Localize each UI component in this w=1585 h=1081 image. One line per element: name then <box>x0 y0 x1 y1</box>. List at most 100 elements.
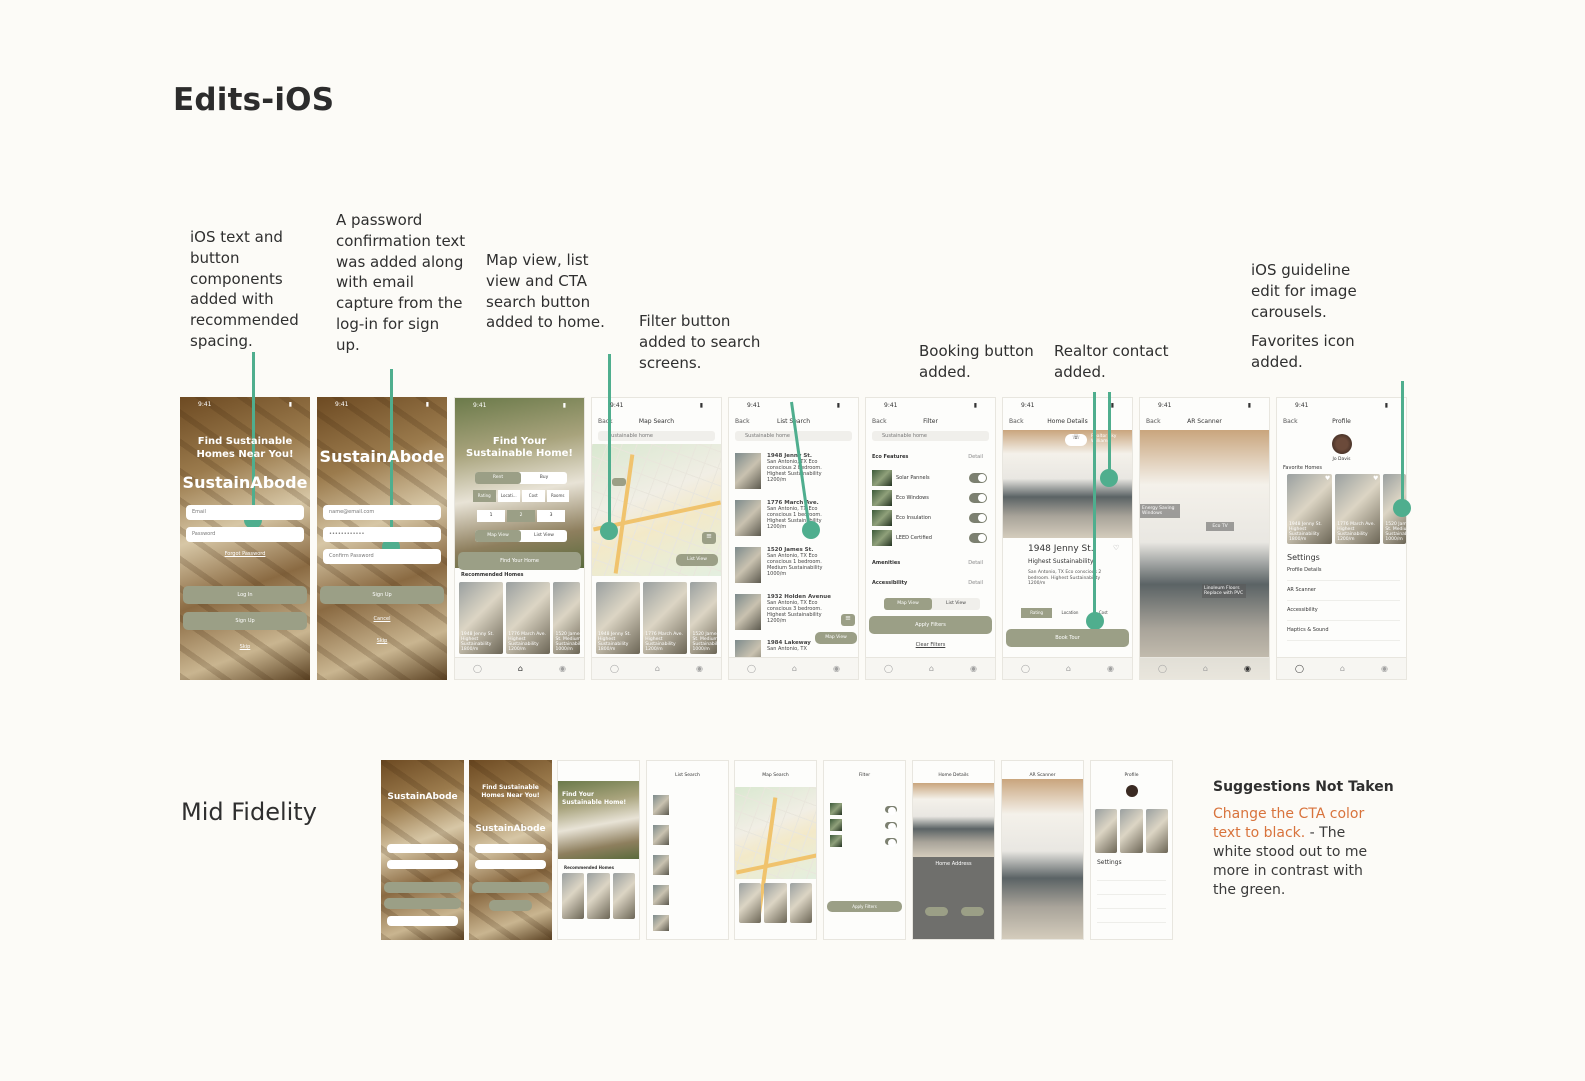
number-stepper[interactable]: 1 2 3 <box>477 510 565 522</box>
list-view-tab[interactable]: List View <box>534 533 554 538</box>
search-input[interactable]: Sustainable home <box>872 431 989 441</box>
profile-tab-icon[interactable]: ◯ <box>609 664 619 673</box>
favorite-card[interactable] <box>1120 809 1143 853</box>
detail-link[interactable]: Detail <box>968 560 983 566</box>
stepper-1[interactable]: 1 <box>477 510 505 522</box>
favorite-card[interactable]: 1776 March Ave. Highest Sustainability 1… <box>1335 474 1381 544</box>
home-tab-icon[interactable]: ⌂ <box>654 664 660 673</box>
forgot-password-link[interactable]: Forgot Password <box>224 551 266 557</box>
home-tab-icon[interactable]: ⌂ <box>517 664 523 673</box>
filter-icon[interactable]: ≡ <box>841 614 855 626</box>
mid-list-item[interactable] <box>653 793 722 817</box>
profile-tab-icon[interactable]: ◯ <box>1294 664 1304 673</box>
mid-password-field[interactable] <box>475 860 546 869</box>
mid-password-field[interactable] <box>387 860 458 869</box>
map-list-toggle[interactable]: Map View List View <box>884 598 980 610</box>
map-pin[interactable] <box>612 478 626 486</box>
find-home-button[interactable]: Find Your Home <box>458 552 581 570</box>
mid-toggle-row[interactable] <box>830 835 899 847</box>
toggle-switch[interactable] <box>969 513 987 523</box>
toggle-row[interactable]: Solar Pannels <box>872 470 989 486</box>
map-view-button[interactable]: Map View <box>815 632 857 644</box>
realtor-contact[interactable]: Realtor Sky Williams <box>1091 434 1117 444</box>
mid-setting-row[interactable] <box>1097 885 1166 895</box>
back-button[interactable]: Back <box>872 418 887 425</box>
mid-apply-filters-button[interactable]: Apply Filters <box>827 901 902 912</box>
list-item[interactable]: 1520 James St. San Antonio, TX Eco consci… <box>735 545 852 587</box>
mid-setting-row[interactable] <box>1097 871 1166 881</box>
list-view-button[interactable]: List View <box>676 554 718 566</box>
profile-tab-icon[interactable]: ◯ <box>746 664 756 673</box>
mid-google-signup-button[interactable] <box>384 898 461 909</box>
toggle-switch[interactable] <box>885 838 897 847</box>
ar-scanner-tab-icon[interactable]: ◉ <box>1380 664 1388 673</box>
home-tab-icon[interactable]: ⌂ <box>1339 664 1345 673</box>
favorite-card[interactable]: 1948 Jenny St. Highest Sustainability 18… <box>1287 474 1333 544</box>
ar-scanner-tab-icon[interactable]: ◉ <box>1243 664 1251 673</box>
setting-accessibility[interactable]: Accessibility <box>1287 607 1400 621</box>
recommended-carousel[interactable]: 1948 Jenny St. Highest Sustainability 18… <box>459 582 584 654</box>
ar-tag-floors[interactable]: Linoleum Floors Replace with PVC <box>1202 584 1246 598</box>
favorite-heart-icon[interactable]: ♥ <box>1373 475 1379 482</box>
filter-location[interactable]: Locati... <box>497 490 520 502</box>
ar-camera-view[interactable] <box>1140 430 1269 679</box>
password-field[interactable]: •••••••••••• <box>323 527 441 542</box>
setting-ar-scanner[interactable]: AR Scanner <box>1287 587 1400 601</box>
map-view-tab[interactable]: Map View <box>884 598 932 610</box>
skip-link[interactable]: Skip <box>239 644 251 650</box>
signup-button[interactable]: Sign Up <box>183 612 307 630</box>
confirm-password-field[interactable]: Confirm Password <box>323 549 441 564</box>
mid-home-photo[interactable] <box>913 783 994 857</box>
profile-tab-icon[interactable]: ◯ <box>472 664 482 673</box>
clear-filters-link[interactable]: Clear Filters <box>915 642 946 648</box>
filter-cost[interactable]: Cost <box>522 490 545 502</box>
tab-cost[interactable]: Cost <box>1098 610 1108 615</box>
favorite-heart-icon[interactable]: ♥ <box>1324 475 1331 482</box>
email-field[interactable]: name@email.com <box>323 505 441 520</box>
profile-tab-icon[interactable]: ◯ <box>1020 664 1030 673</box>
mid-list-item[interactable] <box>653 853 722 877</box>
map-view-tab[interactable]: Map View <box>475 530 521 542</box>
search-input[interactable]: Sustainable home <box>735 431 852 441</box>
home-card[interactable]: 1776 March Ave. Highest Sustainability 1… <box>506 582 551 654</box>
mid-apple-signup-button[interactable] <box>384 882 461 893</box>
home-tab-icon[interactable]: ⌂ <box>791 664 797 673</box>
profile-tab-icon[interactable]: ◯ <box>1157 664 1167 673</box>
phone-icon[interactable]: ☏ <box>1065 434 1087 446</box>
mid-email-field[interactable] <box>475 844 546 853</box>
toggle-switch[interactable] <box>969 533 987 543</box>
mid-carousel[interactable] <box>739 883 812 923</box>
list-item[interactable]: 1948 Jenny St. San Antonio, TX Eco consci… <box>735 451 852 493</box>
ar-scanner-tab-icon[interactable]: ◉ <box>1106 664 1114 673</box>
mid-book-button[interactable] <box>925 907 948 916</box>
mid-cancel-button[interactable] <box>387 916 458 926</box>
mid-toggle-row[interactable] <box>830 803 899 815</box>
home-card[interactable]: 1948 Jenny St. Highest Sustainability 18… <box>459 582 504 654</box>
ar-scanner-tab-icon[interactable]: ◉ <box>695 664 703 673</box>
home-card[interactable]: 1776 March Ave. Highest Sustainability 1… <box>643 582 688 654</box>
mid-signup-button[interactable] <box>472 882 549 893</box>
toggle-switch[interactable] <box>885 806 897 815</box>
toggle-switch[interactable] <box>969 493 987 503</box>
favorite-heart-icon[interactable]: ♡ <box>1113 544 1120 552</box>
map-list-toggle[interactable]: Map View List View <box>475 530 567 542</box>
ar-scanner-tab-icon[interactable]: ◉ <box>558 664 566 673</box>
mid-setting-row[interactable] <box>1097 913 1166 923</box>
home-card[interactable]: 1520 James St. Medium Sustainability 100… <box>690 582 721 654</box>
buy-chip[interactable]: Buy <box>539 475 549 480</box>
filter-rating[interactable]: Rating <box>473 490 496 502</box>
home-card[interactable] <box>739 883 762 923</box>
mid-list-item[interactable] <box>653 913 722 933</box>
tab-location[interactable]: Location <box>1061 610 1079 615</box>
mid-contact-button[interactable] <box>961 907 984 916</box>
stepper-2[interactable]: 2 <box>507 510 535 522</box>
book-tour-button[interactable]: Book Tour <box>1006 629 1129 647</box>
toggle-row[interactable]: Eco Insulation <box>872 510 989 526</box>
login-button[interactable]: Log In <box>183 586 307 604</box>
amenities-label[interactable]: Amenities <box>872 560 901 566</box>
mid-list-item[interactable] <box>653 823 722 847</box>
home-tab-icon[interactable]: ⌂ <box>1202 664 1208 673</box>
rent-chip[interactable]: Rent <box>475 472 521 484</box>
home-card[interactable] <box>612 873 635 919</box>
cancel-link[interactable]: Cancel <box>373 616 391 622</box>
